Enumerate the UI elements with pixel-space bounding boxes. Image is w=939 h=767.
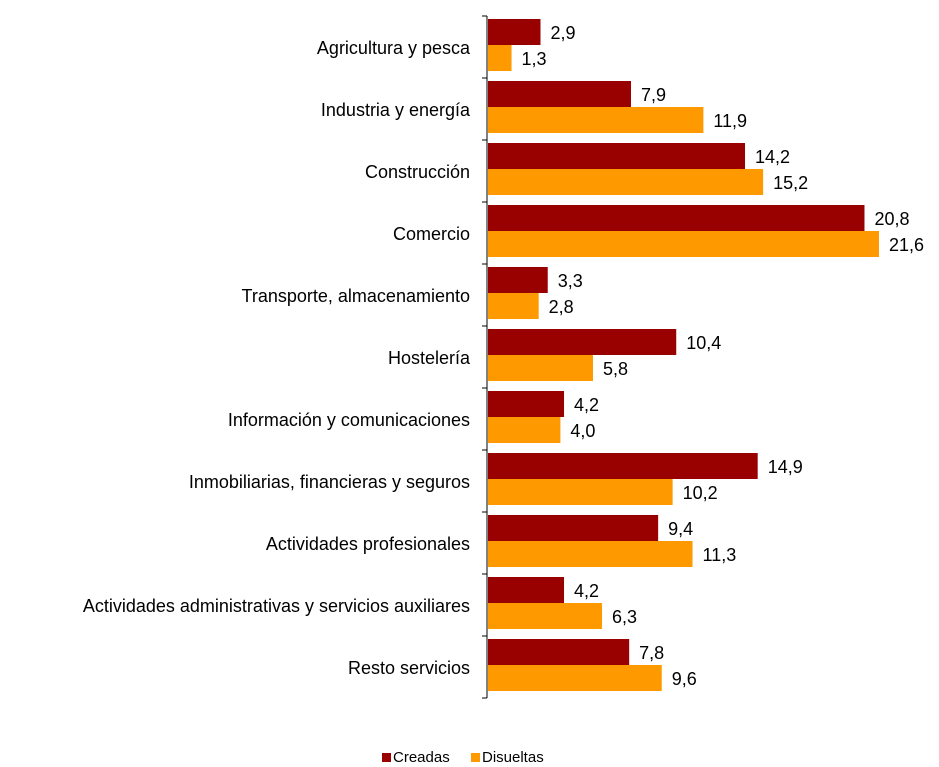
bar-disueltas [488,541,693,567]
data-label-disueltas: 21,6 [889,235,924,255]
bar-creadas [488,453,758,479]
data-label-creadas: 14,9 [768,457,803,477]
bar-creadas [488,577,565,603]
category-label: Actividades administrativas y servicios … [83,596,470,616]
bars-layer [488,19,879,691]
data-label-creadas: 4,2 [574,395,599,415]
bar-creadas [488,391,565,417]
bar-creadas [488,143,746,169]
bar-creadas [488,329,677,355]
data-label-creadas: 14,2 [755,147,790,167]
category-label: Industria y energía [321,100,471,120]
data-label-creadas: 7,8 [639,643,664,663]
category-axis [482,15,488,699]
legend-label-disueltas: Disueltas [482,749,544,766]
legend-swatch-creadas [382,753,391,762]
data-label-creadas: 10,4 [686,333,721,353]
category-label: Resto servicios [348,658,470,678]
bar-creadas [488,19,541,45]
legend-label-creadas: Creadas [393,749,450,766]
category-label: Transporte, almacenamiento [242,286,470,306]
bar-disueltas [488,479,673,505]
data-label-creadas: 3,3 [558,271,583,291]
data-label-disueltas: 5,8 [603,359,628,379]
category-label: Actividades profesionales [266,534,470,554]
data-label-creadas: 9,4 [668,519,693,539]
bar-disueltas [488,665,662,691]
bar-disueltas [488,417,561,443]
data-label-disueltas: 2,8 [549,297,574,317]
bar-creadas [488,205,865,231]
bar-disueltas [488,107,704,133]
data-label-creadas: 7,9 [641,85,666,105]
data-label-disueltas: 6,3 [612,607,637,627]
data-label-disueltas: 11,3 [703,545,737,565]
category-label: Construcción [365,162,470,182]
data-label-disueltas: 4,0 [570,421,595,441]
bar-disueltas [488,355,593,381]
data-label-creadas: 20,8 [874,209,909,229]
data-label-disueltas: 10,2 [683,483,718,503]
bar-creadas [488,639,630,665]
data-label-disueltas: 9,6 [672,669,697,689]
labels-layer: Agricultura y pesca 2,91,3 Industria y ene… [83,23,924,689]
bar-disueltas [488,169,764,195]
data-label-disueltas: 15,2 [773,173,808,193]
category-label: Inmobiliarias, financieras y seguros [189,472,470,492]
data-label-disueltas: 11,9 [713,111,747,131]
bar-disueltas [488,231,879,257]
category-label: Hostelería [388,348,471,368]
category-label: Agricultura y pesca [317,38,471,58]
category-label: Información y comunicaciones [228,410,470,430]
bar-disueltas [488,293,539,319]
bar-creadas [488,515,659,541]
bar-creadas [488,267,548,293]
legend: Creadas Disueltas [382,749,544,766]
data-label-disueltas: 1,3 [522,49,547,69]
data-label-creadas: 4,2 [574,581,599,601]
data-label-creadas: 2,9 [550,23,575,43]
bar-disueltas [488,45,512,71]
category-label: Comercio [393,224,470,244]
bar-creadas [488,81,631,107]
bar-disueltas [488,603,603,629]
legend-swatch-disueltas [471,753,480,762]
